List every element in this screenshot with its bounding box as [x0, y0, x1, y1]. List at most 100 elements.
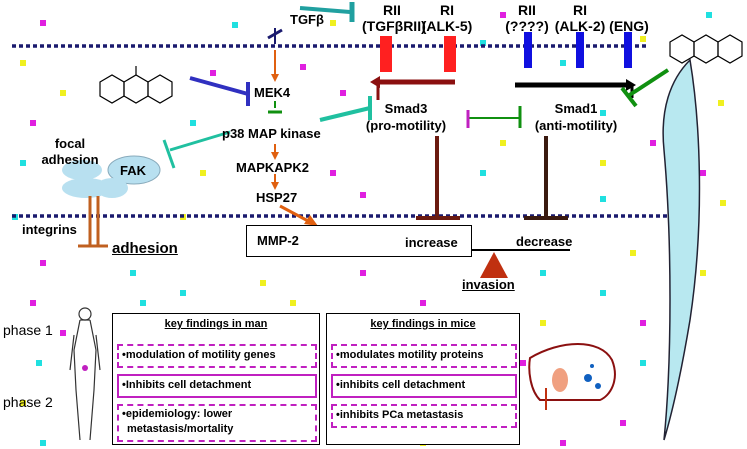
teal-fak-bar [162, 139, 176, 169]
confetti-square [360, 192, 366, 198]
receptor-rii-right-line2: (????) [505, 18, 549, 34]
mice-finding-row-2: •inhibits cell detachment [331, 374, 517, 398]
mice-finding-3: •inhibits PCa metastasis [336, 409, 464, 421]
receptor-ri-left-line2: (ALK-5) [421, 18, 473, 34]
confetti-square [40, 20, 46, 26]
confetti-square [200, 170, 206, 176]
increase-label: increase [405, 235, 458, 250]
confetti-square [20, 60, 26, 66]
green-inhibitor-bar [620, 86, 638, 108]
mice-finding-2: •inhibits cell detachment [336, 379, 466, 391]
confetti-square [700, 270, 706, 276]
confetti-square [600, 160, 606, 166]
confetti-square [600, 290, 606, 296]
tgfb-label: TGFβ [290, 12, 324, 27]
man-finding-row-2: •Inhibits cell detachment [117, 374, 317, 398]
confetti-square [60, 330, 66, 336]
findings-man-title: key findings in man [164, 318, 268, 330]
confetti-square [420, 300, 426, 306]
confetti-square [330, 20, 336, 26]
confetti-square [540, 270, 546, 276]
receptor-ri-left-shape [444, 36, 456, 72]
receptor-rii-right-shape [524, 32, 532, 68]
confetti-square [480, 170, 486, 176]
confetti-square [130, 270, 136, 276]
adhesion-blob-2 [62, 178, 110, 198]
receptor-rii-right-line1: RII [518, 2, 536, 18]
findings-man-panel: key findings in man [112, 313, 320, 445]
confetti-square [30, 120, 36, 126]
p38-label: p38 MAP kinase [222, 126, 321, 141]
receptor-rii-left-label: RII (TGFβRII) [362, 2, 426, 34]
man-finding-2: •Inhibits cell detachment [122, 379, 252, 391]
mmp2-box: MMP-2 increase [246, 225, 472, 257]
confetti-square [190, 120, 196, 126]
confetti-square [560, 440, 566, 446]
kinase-cascade-arrows [268, 50, 282, 190]
prostate-marker [82, 365, 88, 371]
integrin-shape [78, 196, 108, 248]
confetti-square [650, 140, 656, 146]
man-finding-1: •modulation of motility genes [122, 349, 276, 361]
confetti-square [140, 300, 146, 306]
confetti-square [36, 360, 42, 366]
hsp27-label: HSP27 [256, 190, 298, 205]
teal-fak-line [169, 130, 231, 152]
isoflavone-structure-right [669, 34, 743, 64]
confetti-square [300, 64, 306, 70]
confetti-square [210, 70, 216, 76]
receptor-rii-left-line2: (TGFβRII) [362, 18, 426, 34]
confetti-square [60, 90, 66, 96]
confetti-square [500, 12, 506, 18]
decrease-label: decrease [516, 234, 573, 249]
genistein-mek4-inhibitor-line [189, 76, 249, 96]
smad1-line1: Smad1 [554, 101, 598, 116]
receptor-ri-right-shape [576, 32, 584, 68]
confetti-square [40, 440, 46, 446]
confetti-square [260, 280, 266, 286]
confetti-square [30, 300, 36, 306]
mice-finding-1: •modulates motility proteins [336, 349, 484, 361]
receptor-eng-shape [624, 32, 632, 68]
receptor-ri-left-label: RI (ALK-5) [416, 2, 478, 34]
balance-fulcrum [480, 252, 508, 278]
receptor-ri-right-line1: RI [573, 2, 587, 18]
receptor-rii-right-label: RII (????) [500, 2, 554, 34]
mice-finding-row-1: •modulates motility proteins [331, 344, 517, 368]
hsp27-arrowhead [304, 215, 318, 226]
alk2-arrowhead [626, 79, 636, 91]
receptor-ri-right-label: RI (ALK-2) [552, 2, 608, 34]
confetti-square [620, 420, 626, 426]
human-figure [69, 307, 101, 441]
mek4-label: MEK4 [254, 85, 291, 100]
confetti-square [706, 12, 712, 18]
confetti-square [640, 320, 646, 326]
confetti-square [718, 100, 724, 106]
receptor-eng-label: (ENG) [609, 18, 649, 34]
confetti-square [180, 290, 186, 296]
smad3-label: Smad3 (pro-motility) [360, 100, 452, 134]
hsp27-to-mmp2-arrow [279, 204, 311, 224]
focal-line1: focal [54, 136, 86, 151]
focal-line2: adhesion [41, 152, 99, 167]
findings-mice-panel: key findings in mice [326, 313, 520, 445]
man-finding-row-1: •modulation of motility genes [117, 344, 317, 368]
adhesion-blob-1 [62, 160, 102, 180]
confetti-square [540, 320, 546, 326]
mapkapk2-label: MAPKAPK2 [236, 160, 309, 175]
man-finding-3a: •epidemiology: lower [122, 408, 233, 420]
confetti-square [630, 250, 636, 256]
confetti-square [20, 160, 26, 166]
confetti-square [640, 360, 646, 366]
receptor-ri-left-line1: RI [440, 2, 454, 18]
teal-top-line [299, 6, 351, 14]
confetti-square [500, 140, 506, 146]
man-finding-3b: metastasis/mortality [127, 423, 234, 435]
confetti-square [720, 200, 726, 206]
mice-finding-row-3: •inhibits PCa metastasis [331, 404, 517, 428]
smad1-line2: (anti-motility) [534, 118, 618, 133]
mmp2-label: MMP-2 [257, 233, 299, 248]
smad1-label: Smad1 (anti-motility) [528, 100, 624, 134]
confetti-square [600, 110, 606, 116]
phase1-label: phase 1 [3, 322, 53, 338]
